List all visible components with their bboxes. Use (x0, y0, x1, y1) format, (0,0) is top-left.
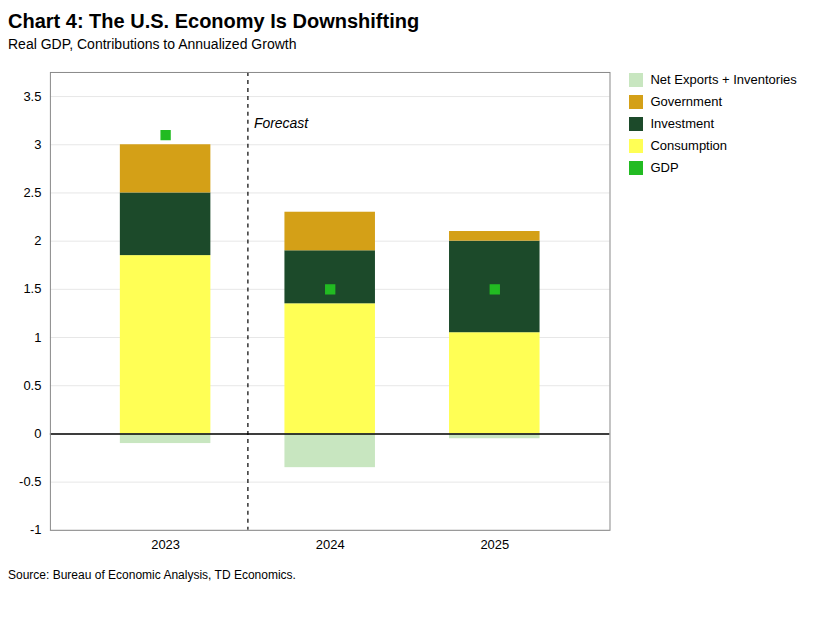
html-text:Government: Government (650, 94, 722, 109)
svg-text:2025: 2025 (480, 536, 509, 551)
svg-text:Forecast: Forecast (254, 115, 309, 131)
svg-text:2: 2 (34, 233, 41, 248)
html-text:GDP: GDP (650, 160, 679, 175)
svg-text:2.5: 2.5 (23, 185, 41, 200)
svg-text:0: 0 (34, 426, 41, 441)
html-text:Consumption: Consumption (650, 138, 728, 153)
svg-text:2024: 2024 (316, 536, 345, 551)
svg-text:1.5: 1.5 (23, 281, 41, 296)
svg-text:1: 1 (34, 330, 41, 345)
svg-text:-1: -1 (30, 522, 42, 537)
html-text:Chart 4: The U.S. Economy Is D: Chart 4: The U.S. Economy Is Downshiftin… (8, 10, 420, 32)
html-text:Net Exports + Inventories: Net Exports + Inventories (650, 72, 797, 87)
html-text:Real GDP, Contributions to Ann: Real GDP, Contributions to Annualized Gr… (8, 36, 297, 52)
svg-text:0.5: 0.5 (23, 378, 41, 393)
svg-text:3: 3 (34, 137, 41, 152)
html-text:Source: Bureau of Economic Ana: Source: Bureau of Economic Analysis, TD … (8, 567, 296, 582)
html-text:Investment: Investment (650, 116, 715, 131)
svg-text:2023: 2023 (151, 536, 180, 551)
svg-text:-0.5: -0.5 (19, 474, 41, 489)
svg-text:3.5: 3.5 (23, 89, 41, 104)
